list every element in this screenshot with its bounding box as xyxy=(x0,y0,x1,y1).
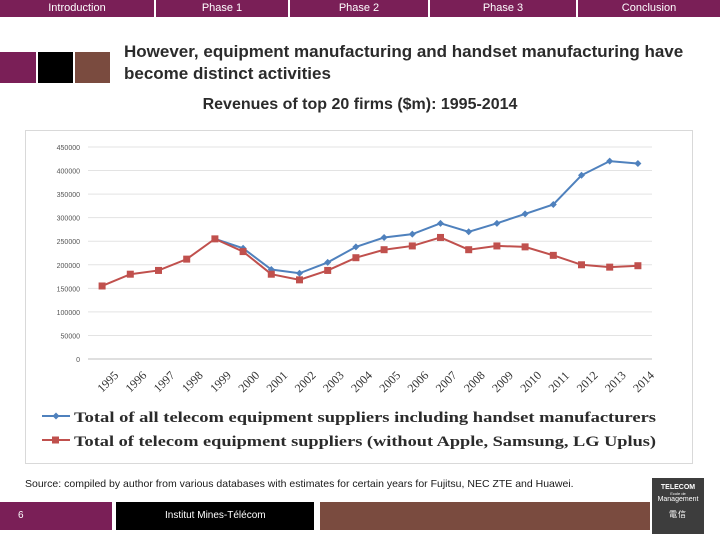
page-number: 6 xyxy=(0,502,112,530)
legend-marker xyxy=(52,436,59,444)
tab-phase-1[interactable]: Phase 1 xyxy=(156,0,290,17)
x-tick-label: 1996 xyxy=(123,368,150,395)
data-point xyxy=(324,266,332,274)
y-tick-label: 250000 xyxy=(57,239,80,246)
data-point xyxy=(98,282,106,290)
data-point xyxy=(606,263,614,271)
legend-marker xyxy=(52,412,60,420)
data-point xyxy=(549,251,557,259)
x-tick-label: 2008 xyxy=(461,368,488,395)
data-point xyxy=(634,262,642,270)
footer-bar xyxy=(320,502,650,530)
data-point xyxy=(437,233,444,241)
x-tick-label: 2006 xyxy=(405,368,432,395)
data-point xyxy=(380,246,388,254)
data-point xyxy=(408,230,416,238)
decor-block-brown xyxy=(75,52,110,83)
tab-conclusion[interactable]: Conclusion xyxy=(578,0,720,17)
telecom-management-logo: TELECOM Ecole de Management 電信 xyxy=(652,478,704,534)
y-tick-label: 300000 xyxy=(57,216,80,223)
data-point xyxy=(493,219,501,227)
y-tick-label: 450000 xyxy=(57,145,80,152)
x-tick-label: 1995 xyxy=(94,368,121,395)
y-tick-label: 0 xyxy=(76,357,80,364)
y-tick-label: 350000 xyxy=(57,192,80,199)
legend-label: Total of telecom equipment suppliers (wi… xyxy=(74,434,656,450)
legend-label: Total of all telecom equipment suppliers… xyxy=(74,410,656,426)
x-tick-label: 2013 xyxy=(602,368,629,395)
series-line-2 xyxy=(101,236,638,287)
tab-phase-3[interactable]: Phase 3 xyxy=(430,0,578,17)
x-tick-label: 2010 xyxy=(517,368,544,395)
data-point xyxy=(155,266,162,274)
x-tick-label: 2009 xyxy=(489,368,516,395)
data-point xyxy=(267,270,275,278)
x-tick-label: 2001 xyxy=(264,368,291,395)
data-point xyxy=(634,159,642,167)
data-point xyxy=(465,228,473,236)
data-point xyxy=(521,243,529,251)
data-point xyxy=(465,246,473,254)
data-point xyxy=(183,255,191,263)
x-tick-label: 2003 xyxy=(320,368,347,395)
data-point xyxy=(606,157,614,165)
x-tick-label: 2011 xyxy=(546,369,573,396)
y-tick-label: 100000 xyxy=(57,310,80,317)
y-tick-label: 50000 xyxy=(61,333,81,340)
x-tick-label: 1998 xyxy=(179,368,206,395)
x-tick-label: 2005 xyxy=(376,368,403,395)
source-note: Source: compiled by author from various … xyxy=(25,478,574,490)
footer-institution: Institut Mines-Télécom xyxy=(116,502,314,530)
data-point xyxy=(408,242,416,250)
data-point xyxy=(578,261,585,269)
x-tick-label: 2007 xyxy=(433,368,460,395)
x-tick-label: 2000 xyxy=(235,368,262,395)
y-tick-label: 150000 xyxy=(57,286,80,293)
top-navigation: Introduction Phase 1 Phase 2 Phase 3 Con… xyxy=(0,0,720,17)
tab-introduction[interactable]: Introduction xyxy=(0,0,156,17)
data-point xyxy=(324,258,332,266)
chart-subtitle: Revenues of top 20 firms ($m): 1995-2014 xyxy=(202,96,518,113)
data-point xyxy=(549,200,557,208)
x-tick-label: 2012 xyxy=(574,368,601,395)
data-point xyxy=(578,171,585,179)
data-point xyxy=(211,235,219,243)
data-point xyxy=(126,270,134,278)
x-tick-label: 2004 xyxy=(348,368,375,395)
data-point xyxy=(296,269,303,277)
tab-phase-2[interactable]: Phase 2 xyxy=(290,0,430,17)
data-point xyxy=(521,210,529,218)
x-tick-label: 1997 xyxy=(151,368,178,395)
revenue-line-chart: 0 50000 100000 150000 200000 250000 300000 3500… xyxy=(42,145,657,450)
x-tick-label: 2002 xyxy=(292,368,319,395)
decor-block-purple xyxy=(0,52,36,83)
x-tick-label: 1999 xyxy=(207,368,234,395)
y-tick-label: 200000 xyxy=(57,263,80,270)
data-point xyxy=(296,276,303,284)
data-point xyxy=(437,219,444,227)
x-tick-label: 2014 xyxy=(630,368,657,395)
y-tick-label: 400000 xyxy=(57,169,80,176)
decor-block-black xyxy=(38,52,73,83)
slide-title: However, equipment manufacturing and han… xyxy=(124,42,684,83)
chart-container: 0 50000 100000 150000 200000 250000 300000 3500… xyxy=(25,130,693,464)
data-point xyxy=(239,248,247,256)
series-line-1 xyxy=(214,160,638,275)
data-point xyxy=(352,243,360,251)
data-point xyxy=(380,233,388,241)
data-point xyxy=(352,254,360,262)
data-point xyxy=(493,242,501,250)
